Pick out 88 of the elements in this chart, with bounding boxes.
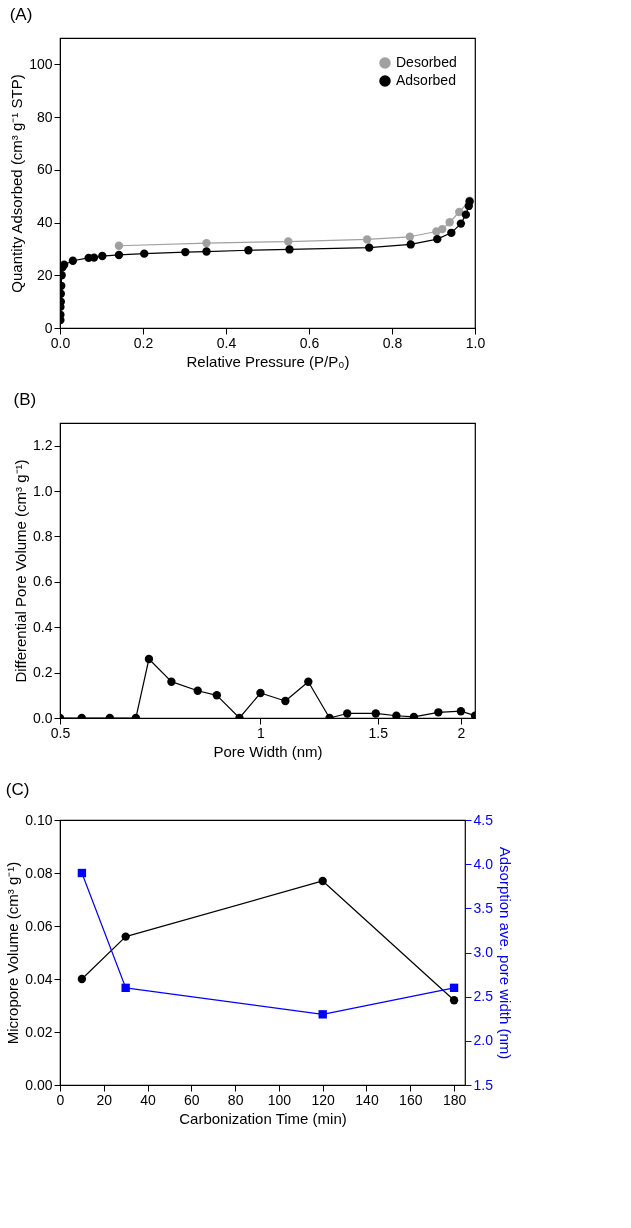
- point: [202, 238, 211, 248]
- x-tick-label: 1: [257, 724, 266, 741]
- point: [114, 250, 124, 260]
- x-tick-label: 160: [399, 1091, 423, 1108]
- point: [98, 251, 107, 261]
- x-axis-title: Relative Pressure (P/P₀): [186, 352, 350, 370]
- point: [77, 868, 87, 878]
- y-tick-label: 0.10: [25, 811, 53, 828]
- y-tick-label: 0: [44, 319, 53, 336]
- y-tick-label: 0.02: [25, 1023, 53, 1040]
- x-tick-label: 100: [267, 1091, 292, 1108]
- y-tick-label: 80: [36, 108, 53, 125]
- point: [449, 996, 459, 1005]
- x-axis-title: Carbonization Time (min): [179, 1109, 347, 1127]
- point: [284, 237, 293, 246]
- y-tick-label: 1.2: [33, 437, 53, 454]
- x-tick-label: 20: [96, 1091, 113, 1108]
- x-tick-label: 60: [184, 1091, 200, 1108]
- x-tick-label: 0.2: [133, 334, 154, 351]
- y2-tick-label: 1.5: [473, 1076, 494, 1093]
- y-tick-label: 0.6: [33, 573, 53, 590]
- x-tick-label: 40: [140, 1091, 157, 1108]
- x-axis-title: Pore Width (nm): [213, 742, 323, 760]
- y2-tick-label: 3.5: [473, 899, 494, 916]
- point: [447, 228, 456, 237]
- y-tick-label: 40: [36, 214, 53, 231]
- point: [362, 235, 372, 244]
- point: [461, 210, 471, 219]
- point: [455, 207, 464, 217]
- chart-title: (A): [9, 5, 33, 24]
- y2-tick-label: 3.0: [473, 944, 494, 960]
- x-tick-label: 1.5: [368, 724, 389, 741]
- point: [406, 240, 415, 249]
- y-axis-title: Micropore Volume (cm³ g⁻¹): [4, 861, 22, 1045]
- point: [438, 224, 447, 234]
- point: [318, 876, 327, 886]
- x-tick-label: 2: [457, 724, 466, 741]
- point: [140, 249, 149, 258]
- y-tick-label: 0.0: [33, 709, 53, 726]
- y-tick-label: 0.04: [25, 970, 53, 987]
- point: [181, 247, 190, 257]
- y2-tick-label: 2.5: [473, 988, 494, 1005]
- x-tick-label: 0.8: [382, 334, 403, 351]
- x-tick-label: 140: [355, 1091, 379, 1108]
- y-tick-label: 0.08: [25, 864, 53, 881]
- point: [121, 932, 130, 941]
- y2-tick-label: 2.0: [473, 1032, 494, 1049]
- y-axis-title: Differential Pore Volume (cm³ g⁻¹): [12, 459, 30, 683]
- point: [405, 232, 415, 241]
- y2-tick-label: 4.5: [473, 811, 494, 828]
- point: [285, 245, 294, 254]
- point: [121, 983, 130, 993]
- y-tick-label: 0.8: [33, 527, 53, 544]
- y-tick-label: 100: [29, 55, 53, 72]
- y-tick-label: 0.4: [33, 618, 53, 635]
- point: [449, 983, 459, 993]
- legend-label: Adsorbed: [396, 72, 456, 88]
- point: [114, 241, 124, 250]
- chart-title: (B): [13, 390, 37, 409]
- x-tick-label: 0.6: [299, 334, 320, 351]
- point: [244, 246, 253, 255]
- x-tick-label: 180: [442, 1091, 467, 1108]
- y-tick-label: 0.06: [25, 917, 53, 934]
- legend-label: Desorbed: [396, 54, 457, 70]
- point: [433, 234, 442, 244]
- y-tick-label: 0.00: [25, 1076, 53, 1093]
- y-tick-label: 0.2: [33, 664, 53, 681]
- point: [445, 218, 454, 227]
- x-tick-label: 0.4: [216, 334, 237, 351]
- x-tick-label: 120: [311, 1091, 336, 1108]
- y2-axis-title: Adsorption ave. pore width (nm): [496, 846, 514, 1060]
- x-tick-label: 0.0: [50, 334, 71, 351]
- y2-tick-label: 4.0: [473, 855, 494, 872]
- x-tick-label: 1.0: [465, 334, 486, 351]
- point: [77, 974, 87, 984]
- point: [456, 219, 466, 228]
- x-tick-label: 0.5: [50, 724, 71, 741]
- point: [318, 1010, 327, 1019]
- x-tick-label: 0: [56, 1091, 65, 1108]
- point: [364, 243, 374, 252]
- y-axis-title: Quantity Adsorbed (cm³ g⁻¹ STP): [8, 74, 26, 293]
- y-tick-label: 1.0: [33, 482, 53, 499]
- chart-title: (C): [5, 780, 30, 799]
- y-tick-label: 60: [36, 161, 53, 178]
- point: [202, 247, 211, 256]
- y-tick-label: 20: [36, 266, 53, 283]
- x-tick-label: 80: [227, 1091, 244, 1108]
- point: [68, 256, 78, 265]
